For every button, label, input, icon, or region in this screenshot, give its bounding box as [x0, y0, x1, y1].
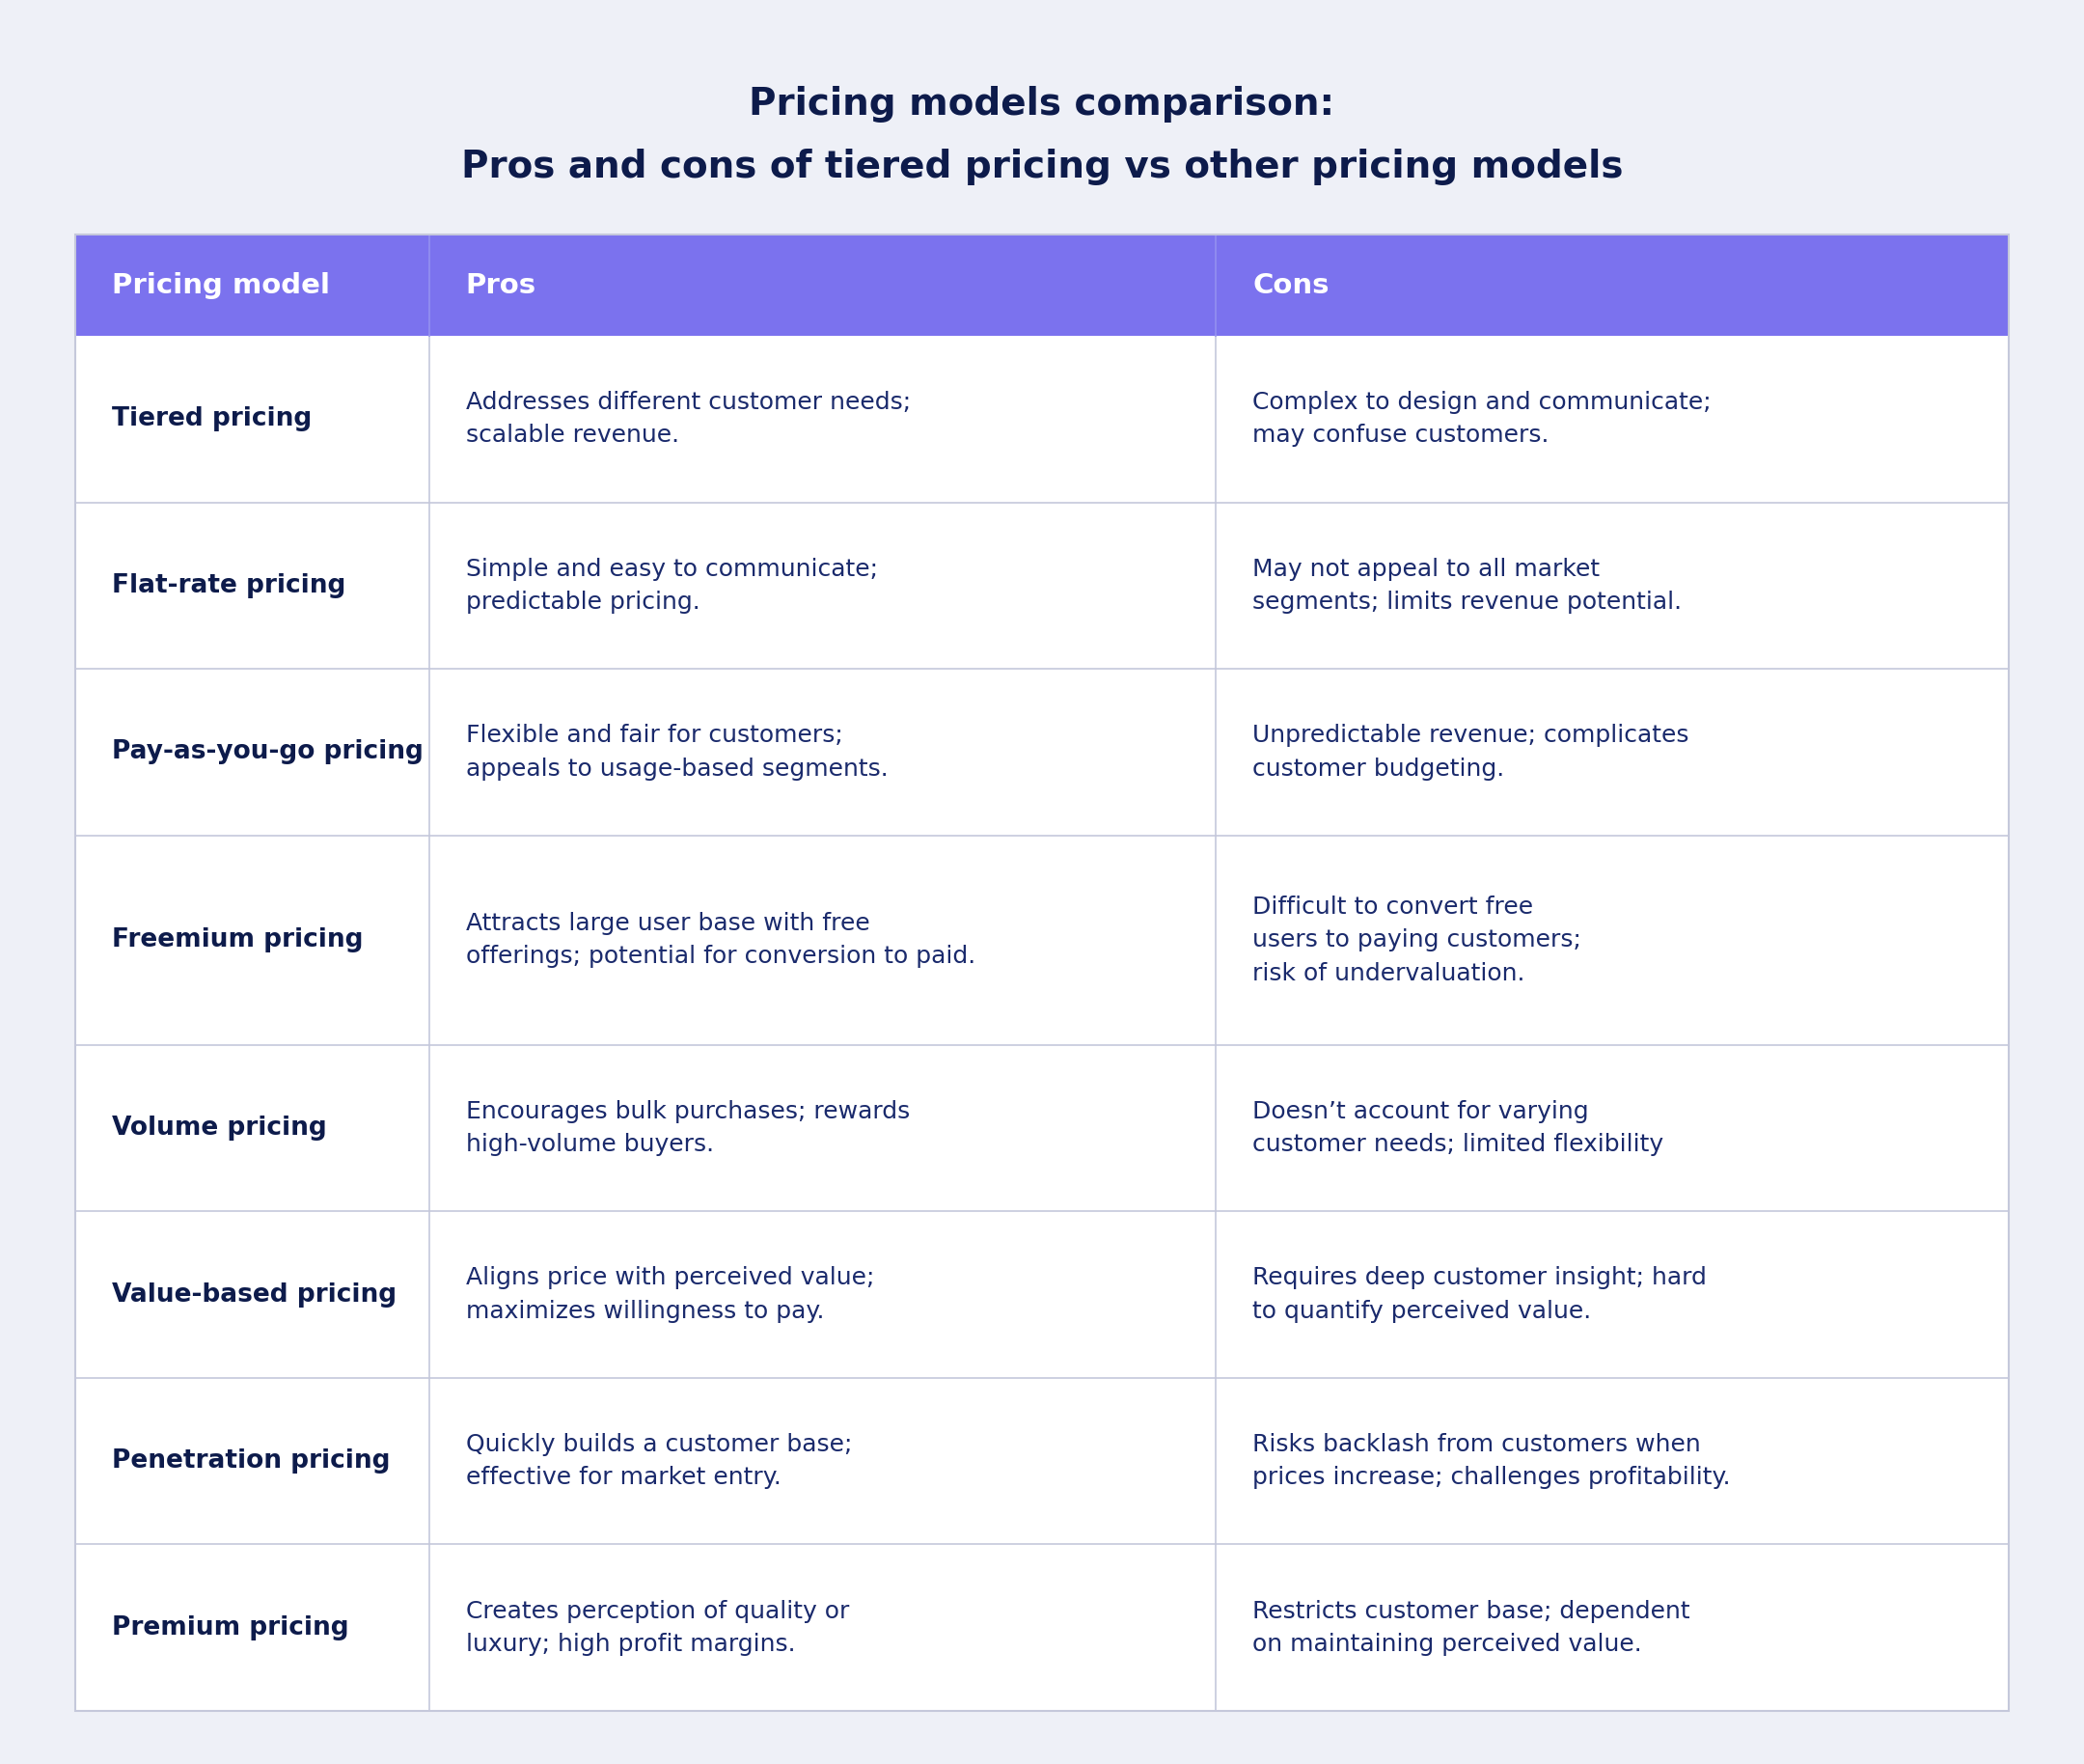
- Text: Flexible and fair for customers;
appeals to usage-based segments.: Flexible and fair for customers; appeals…: [465, 723, 888, 780]
- Text: Pricing models comparison:: Pricing models comparison:: [748, 86, 1336, 122]
- Text: Pricing model: Pricing model: [113, 272, 329, 298]
- Text: Difficult to convert free
users to paying customers;
risk of undervaluation.: Difficult to convert free users to payin…: [1252, 896, 1582, 984]
- Text: Quickly builds a customer base;
effective for market entry.: Quickly builds a customer base; effectiv…: [465, 1432, 852, 1489]
- Bar: [1217, 235, 2009, 335]
- Text: Value-based pricing: Value-based pricing: [113, 1282, 396, 1307]
- Bar: [75, 235, 429, 335]
- Text: Tiered pricing: Tiered pricing: [113, 406, 313, 432]
- Bar: [75, 235, 2009, 1711]
- Text: Simple and easy to communicate;
predictable pricing.: Simple and easy to communicate; predicta…: [465, 557, 877, 614]
- Bar: [75, 235, 2009, 1711]
- Text: Pros: Pros: [465, 272, 536, 298]
- Bar: [429, 235, 1217, 335]
- Text: Pros and cons of tiered pricing vs other pricing models: Pros and cons of tiered pricing vs other…: [461, 148, 1623, 185]
- Text: Encourages bulk purchases; rewards
high-volume buyers.: Encourages bulk purchases; rewards high-…: [465, 1101, 911, 1157]
- Text: Pay-as-you-go pricing: Pay-as-you-go pricing: [113, 739, 423, 764]
- Text: Restricts customer base; dependent
on maintaining perceived value.: Restricts customer base; dependent on ma…: [1252, 1600, 1690, 1656]
- Text: Doesn’t account for varying
customer needs; limited flexibility: Doesn’t account for varying customer nee…: [1252, 1101, 1663, 1157]
- Text: May not appeal to all market
segments; limits revenue potential.: May not appeal to all market segments; l…: [1252, 557, 1682, 614]
- Text: Complex to design and communicate;
may confuse customers.: Complex to design and communicate; may c…: [1252, 392, 1711, 448]
- Text: Addresses different customer needs;
scalable revenue.: Addresses different customer needs; scal…: [465, 392, 911, 448]
- Text: Penetration pricing: Penetration pricing: [113, 1448, 390, 1473]
- Text: Aligns price with perceived value;
maximizes willingness to pay.: Aligns price with perceived value; maxim…: [465, 1267, 873, 1323]
- Text: Creates perception of quality or
luxury; high profit margins.: Creates perception of quality or luxury;…: [465, 1600, 848, 1656]
- Text: Cons: Cons: [1252, 272, 1330, 298]
- Text: Freemium pricing: Freemium pricing: [113, 928, 363, 953]
- Text: Volume pricing: Volume pricing: [113, 1115, 327, 1141]
- Text: Requires deep customer insight; hard
to quantify perceived value.: Requires deep customer insight; hard to …: [1252, 1267, 1707, 1323]
- Text: Unpredictable revenue; complicates
customer budgeting.: Unpredictable revenue; complicates custo…: [1252, 723, 1690, 780]
- Text: Premium pricing: Premium pricing: [113, 1616, 348, 1641]
- Text: Risks backlash from customers when
prices increase; challenges profitability.: Risks backlash from customers when price…: [1252, 1432, 1732, 1489]
- Text: Flat-rate pricing: Flat-rate pricing: [113, 573, 346, 598]
- Text: Attracts large user base with free
offerings; potential for conversion to paid.: Attracts large user base with free offer…: [465, 912, 975, 968]
